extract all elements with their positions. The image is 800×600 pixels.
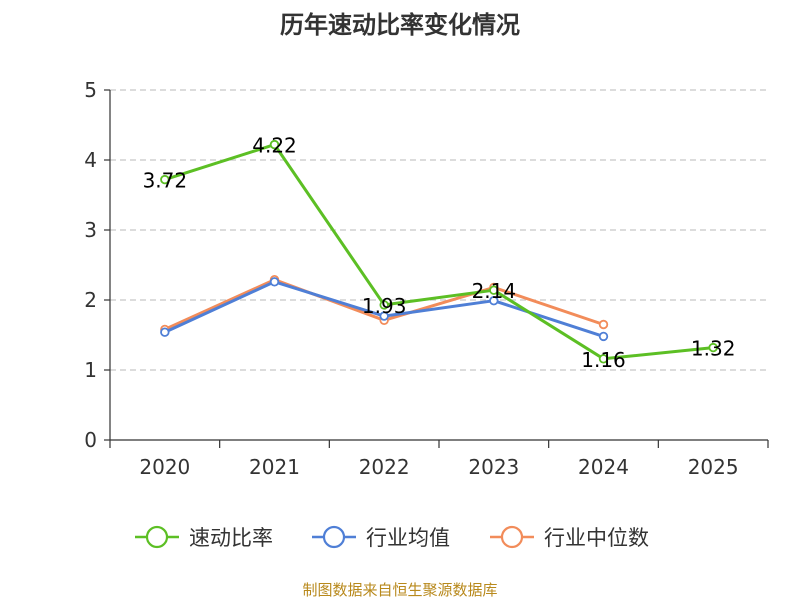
data-point	[160, 327, 170, 337]
data-point	[269, 139, 280, 150]
grid-layer	[110, 89, 768, 371]
legend-item: 速动比率	[135, 525, 273, 550]
legend-label: 行业均值	[366, 526, 450, 550]
x-tick-label: 2023	[468, 455, 519, 479]
y-tick-label: 1	[84, 358, 97, 382]
data-point	[379, 300, 389, 310]
x-tick-label: 2021	[249, 455, 300, 479]
series-line-0	[164, 143, 714, 361]
legend: 速动比率 行业均值 行业中位数	[135, 525, 649, 550]
legend-marker-icon	[145, 525, 169, 549]
x-tick-label: 2024	[578, 455, 629, 479]
y-tick-label: 4	[84, 148, 97, 172]
data-point	[160, 174, 170, 185]
data-label: 1.16	[581, 348, 626, 372]
legend-item: 行业均值	[312, 525, 450, 550]
legend-label: 行业中位数	[544, 526, 649, 550]
data-point	[598, 331, 609, 342]
legend-label: 速动比率	[189, 526, 273, 550]
chart-title: 历年速动比率变化情况	[280, 11, 520, 39]
x-tick-label: 2022	[359, 455, 410, 479]
data-label: 2.14	[472, 279, 517, 303]
data-point	[379, 311, 389, 321]
data-point	[598, 354, 609, 364]
y-tick-label: 5	[84, 78, 97, 102]
data-label: 3.72	[143, 169, 188, 193]
axis-layer: 0 1 2 3 4 5 2020 2021 2022 2023 2024 2025	[84, 78, 769, 479]
data-point	[598, 319, 609, 330]
data-point	[708, 342, 718, 353]
legend-item: 行业中位数	[490, 525, 649, 550]
x-tick-label: 2025	[688, 455, 739, 479]
series-layer	[160, 139, 718, 364]
data-point	[489, 285, 499, 295]
data-label: 1.93	[362, 294, 407, 318]
legend-marker-icon	[322, 525, 346, 549]
x-tick-label: 2020	[139, 455, 190, 479]
data-point	[269, 277, 280, 287]
data-label: 1.32	[691, 337, 736, 361]
y-tick-label: 2	[84, 288, 97, 312]
y-tick-label: 3	[84, 218, 97, 242]
y-tick-label: 0	[84, 428, 97, 452]
source-note: 制图数据来自恒生聚源数据库	[302, 581, 497, 599]
legend-marker-icon	[500, 525, 524, 549]
data-point	[489, 296, 499, 306]
data-label: 4.22	[252, 134, 297, 158]
label-layer: 3.72 4.22 1.93 2.14 1.16 1.32	[143, 134, 736, 372]
